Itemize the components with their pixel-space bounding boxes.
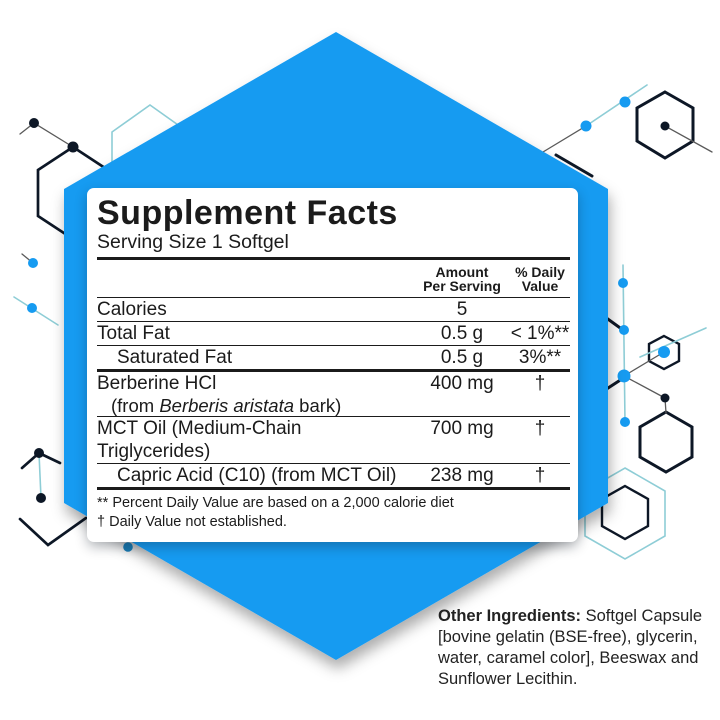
table-row-calories: Calories 5: [97, 298, 570, 321]
divider-thin: [97, 320, 570, 322]
hexagon-outline: [647, 334, 681, 371]
molecule-dot: [28, 258, 38, 268]
edge-dot: [123, 542, 133, 552]
nutrient-amount: 0.5 g: [440, 322, 484, 344]
molecule-bond: [585, 84, 648, 127]
nutrient-name: Berberine HCl (from Berberis aristata ba…: [97, 372, 414, 416]
supplement-facts-panel: Supplement Facts Serving Size 1 Softgel …: [87, 188, 578, 542]
nutrient-amount: 238 mg: [430, 464, 494, 486]
nutrient-dv: †: [534, 372, 546, 394]
nutrient-name: Total Fat: [97, 322, 170, 344]
divider-thick: [97, 486, 570, 490]
serving-size: Serving Size 1 Softgel: [97, 231, 289, 253]
nutrient-name: Capric Acid (C10) (from MCT Oil): [117, 464, 397, 486]
navy-molecule-dots: [29, 118, 670, 503]
table-row-mct-oil: MCT Oil (Medium-Chain Triglycerides) 700…: [97, 417, 570, 463]
hexagon-outline: [635, 90, 695, 160]
table-row-capric-acid: Capric Acid (C10) (from MCT Oil) 238 mg …: [97, 464, 570, 487]
hexagon-outline-partial: [18, 516, 88, 547]
molecule-dot: [617, 369, 631, 383]
molecule-dot: [619, 96, 631, 108]
divider-thin: [97, 462, 570, 464]
footnote-daily-value: ** Percent Daily Value are based on a 2,…: [97, 494, 454, 511]
other-ingredients-text: Softgel Capsule [bovine gelatin (BSE-fre…: [438, 607, 703, 688]
nutrient-name: Calories: [97, 298, 167, 320]
molecule-dot: [27, 303, 37, 313]
blue-molecule-dots: [27, 96, 670, 427]
molecule-dot: [660, 121, 670, 131]
nutrient-amount: 0.5 g: [440, 346, 484, 368]
molecule-dot: [658, 346, 670, 358]
molecule-dot: [618, 278, 628, 288]
molecule-bond: [38, 452, 42, 499]
nutrient-amount: 400 mg: [430, 372, 494, 394]
nutrient-source: (from Berberis aristata bark): [111, 394, 342, 416]
nutrient-name: MCT Oil (Medium-Chain Triglycerides): [97, 417, 302, 462]
hexagon-outline-partial: [554, 153, 594, 178]
molecule-dot: [580, 120, 592, 132]
divider-thin: [97, 344, 570, 346]
hexagon-outline: [600, 484, 650, 541]
divider-thick: [97, 257, 570, 260]
molecule-bond: [622, 264, 626, 423]
other-ingredients: Other Ingredients: Softgel Capsule [bovi…: [438, 606, 714, 690]
nutrient-name: Saturated Fat: [117, 346, 233, 368]
table-row-saturated-fat: Saturated Fat 0.5 g 3%**: [97, 346, 570, 369]
gray-connector-lines: [19, 122, 713, 414]
nutrient-amount: 5: [456, 298, 468, 320]
column-header-amount: Amount Per Serving: [423, 263, 501, 294]
molecule-bond: [542, 125, 587, 153]
divider-thick: [97, 368, 570, 372]
hexagon-outline: [638, 410, 694, 474]
molecule-dot: [34, 448, 44, 458]
footnotes: ** Percent Daily Value are based on a 2,…: [97, 490, 570, 532]
molecule-dot: [619, 325, 629, 335]
nutrient-dv: < 1%**: [510, 322, 570, 344]
nutrient-dv: 3%**: [518, 346, 562, 368]
molecule-dot: [660, 393, 670, 403]
molecule-bond: [639, 327, 707, 358]
molecule-dot: [36, 493, 46, 503]
nutrient-dv: †: [534, 464, 546, 486]
molecule-bond: [623, 351, 667, 414]
divider-thin: [97, 296, 570, 298]
table-row-total-fat: Total Fat 0.5 g < 1%**: [97, 322, 570, 345]
molecule-dot: [29, 118, 39, 128]
nutrient-dv: †: [534, 417, 546, 439]
table-row-berberine: Berberine HCl (from Berberis aristata ba…: [97, 372, 570, 416]
divider-thin: [97, 415, 570, 417]
molecule-bond: [19, 122, 74, 148]
navy-hexagon-outlines: [18, 90, 695, 547]
table-header: Amount Per Serving % Daily Value: [97, 260, 570, 297]
panel-title: Supplement Facts: [97, 194, 398, 232]
molecule-dot: [620, 417, 630, 427]
footnote-dagger: † Daily Value not established.: [97, 513, 287, 530]
molecule-dot: [67, 141, 79, 153]
molecule-bond: [664, 125, 713, 153]
other-ingredients-label: Other Ingredients:: [438, 607, 582, 625]
column-header-daily-value: % Daily Value: [515, 263, 565, 294]
nutrient-amount: 700 mg: [430, 417, 494, 439]
